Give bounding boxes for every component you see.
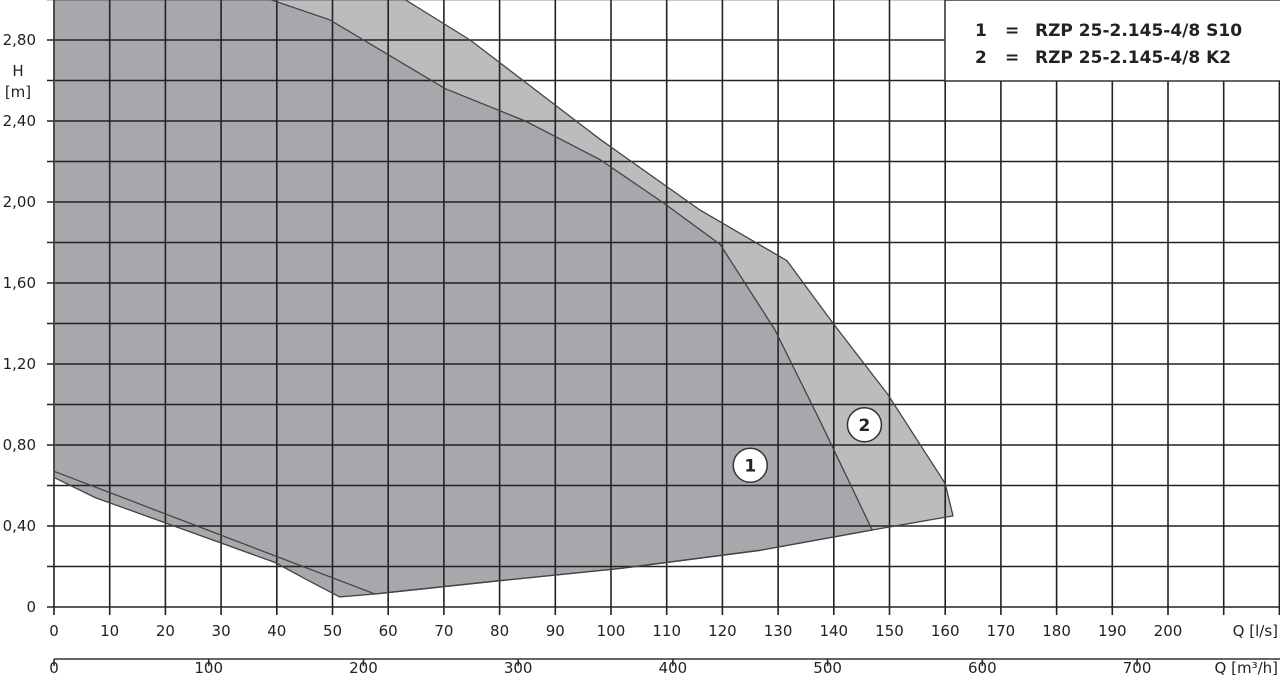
y-tick-label: 1,60 — [3, 274, 36, 292]
x2-tick-label: 300 — [504, 659, 533, 677]
x-tick-label: 100 — [597, 622, 626, 640]
x-tick-label: 190 — [1098, 622, 1127, 640]
x-axis-label-ls: Q [l/s] — [1233, 622, 1278, 640]
y-axis-label-unit: [m] — [5, 83, 31, 101]
x-tick-label: 130 — [764, 622, 793, 640]
y-tick-label: 0 — [26, 598, 36, 616]
x-axis-label-m3h: Q [m³/h] — [1215, 659, 1278, 677]
y-tick-label: 0,40 — [3, 517, 36, 535]
series-2-marker-label: 2 — [859, 416, 871, 436]
x-tick-label: 50 — [323, 622, 342, 640]
x-tick-label: 180 — [1042, 622, 1071, 640]
x2-tick-label: 700 — [1123, 659, 1152, 677]
legend-eq-1: = — [1005, 21, 1019, 41]
x-tick-label: 110 — [652, 622, 681, 640]
x-tick-label: 60 — [379, 622, 398, 640]
x2-tick-label: 200 — [349, 659, 378, 677]
x2-tick-label: 500 — [813, 659, 842, 677]
legend-key-2: 2 — [975, 48, 987, 68]
x-tick-label: 200 — [1154, 622, 1183, 640]
x-tick-label: 70 — [434, 622, 453, 640]
series-1-marker — [732, 447, 768, 483]
x-tick-label: 150 — [875, 622, 904, 640]
y-axis-label-h: H — [12, 62, 23, 80]
legend-box — [944, 0, 1280, 82]
y-tick-label: 2,00 — [3, 193, 36, 211]
x-tick-label: 160 — [931, 622, 960, 640]
y-tick-label: 2,80 — [3, 31, 36, 49]
legend: 1 = RZP 25-2.145-4/8 S10 2 = RZP 25-2.14… — [944, 0, 1280, 82]
legend-key-1: 1 — [975, 21, 987, 41]
x-tick-label: 30 — [212, 622, 231, 640]
x2-tick-label: 400 — [659, 659, 688, 677]
series-1-marker-label: 1 — [744, 456, 756, 476]
x-tick-label: 80 — [490, 622, 509, 640]
x-tick-label: 0 — [49, 622, 59, 640]
x-tick-label: 120 — [708, 622, 737, 640]
y-tick-label: 1,20 — [3, 355, 36, 373]
x-tick-label: 10 — [100, 622, 119, 640]
x-tick-label: 90 — [546, 622, 565, 640]
x2-tick-label: 600 — [968, 659, 997, 677]
series-1-area — [54, 0, 873, 597]
legend-label-2: RZP 25-2.145-4/8 K2 — [1035, 48, 1231, 68]
x-tick-label: 140 — [819, 622, 848, 640]
x-tick-label: 40 — [267, 622, 286, 640]
x-tick-label: 170 — [987, 622, 1016, 640]
y-tick-label: 0,80 — [3, 436, 36, 454]
x2-tick-label: 100 — [194, 659, 223, 677]
x2-tick-label: 0 — [49, 659, 59, 677]
x-tick-label: 20 — [156, 622, 175, 640]
series-2-marker — [846, 407, 883, 443]
y-tick-label: 2,40 — [3, 112, 36, 130]
legend-eq-2: = — [1005, 48, 1019, 68]
legend-label-1: RZP 25-2.145-4/8 S10 — [1035, 21, 1242, 41]
series-1-outline — [53, 0, 874, 598]
